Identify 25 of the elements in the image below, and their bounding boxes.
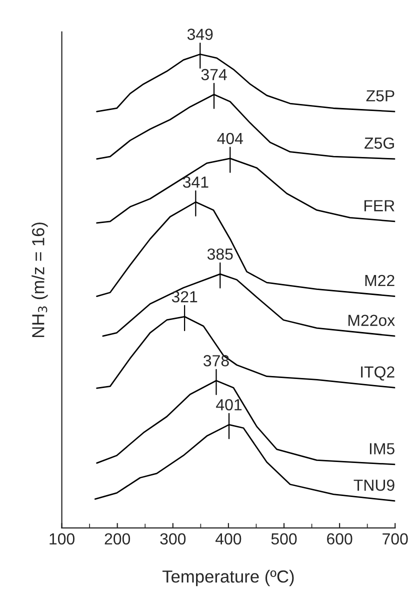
annotation: 378 bbox=[204, 355, 229, 366]
x-axis-title: Temperature (ºC) bbox=[162, 570, 294, 586]
x-tick-label: 400 bbox=[216, 533, 242, 545]
x-tick-label: 700 bbox=[382, 533, 408, 545]
annotation: 349 bbox=[187, 28, 213, 40]
y-axis-title: NH$_{3}$ (m/z = 16) bbox=[32, 222, 48, 338]
annotation: 321 bbox=[172, 291, 198, 302]
series-label: Z5P bbox=[366, 90, 394, 102]
annotation: 341 bbox=[182, 176, 208, 188]
x-tick-label: 300 bbox=[160, 533, 186, 545]
series-label: M22 bbox=[365, 274, 394, 286]
series-label: FER bbox=[364, 200, 394, 212]
x-tick-label: 200 bbox=[104, 533, 130, 545]
x-tick-label: 600 bbox=[327, 533, 352, 545]
series-label: IM5 bbox=[370, 443, 394, 454]
x-tick-label: 100 bbox=[50, 533, 74, 545]
annotation: 404 bbox=[217, 132, 243, 144]
x-tick-label: 500 bbox=[271, 533, 297, 545]
annotation: 401 bbox=[216, 399, 242, 410]
series-label: TNU9 bbox=[354, 480, 394, 491]
series-label: Z5G bbox=[364, 138, 394, 149]
annotation: 385 bbox=[207, 248, 233, 260]
series-label: ITQ2 bbox=[361, 366, 394, 380]
annotation: 374 bbox=[201, 68, 227, 80]
series-label: M22ox bbox=[348, 314, 395, 326]
